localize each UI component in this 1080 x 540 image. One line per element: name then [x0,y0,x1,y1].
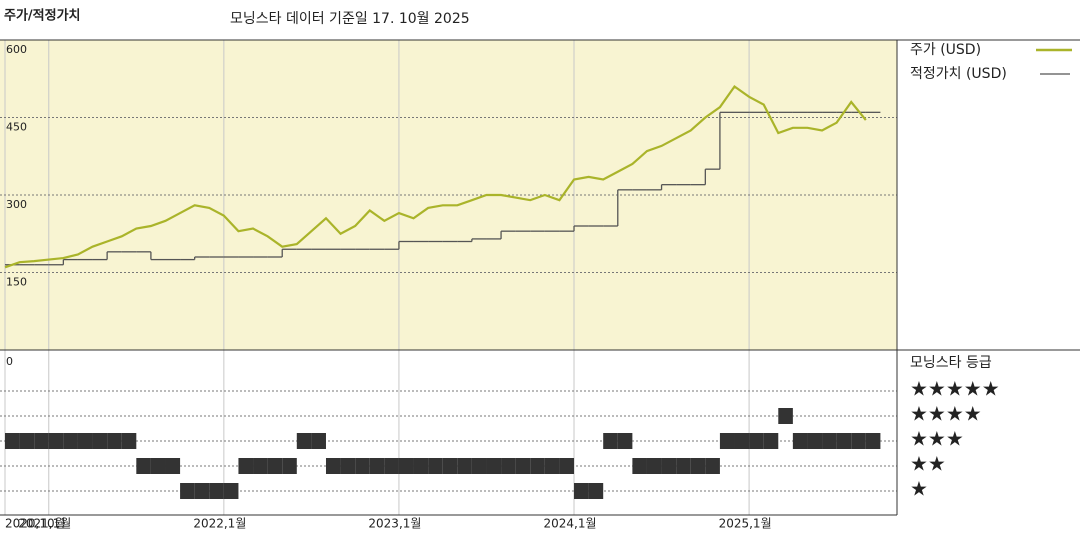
rating-level-label: ★ [910,477,928,501]
rating-bar [705,458,720,474]
rating-level-label: ★★★★★ [910,377,1000,401]
rating-bar [530,458,545,474]
rating-bar [150,458,166,474]
rating-bar [48,433,64,449]
rating-bar [865,433,881,449]
rating-level-label: ★★★★ [910,402,982,426]
y-tick-label: 300 [6,198,27,211]
rating-bar [719,433,735,449]
rating-bar [632,458,647,474]
legend-label: 적정가치 (USD) [910,66,1007,82]
rating-bar [617,433,633,449]
rating-bar [253,458,268,474]
rating-bar [107,433,122,449]
rating-bar [34,433,49,449]
rating-bar [325,458,341,474]
chart-subtitle: 모닝스타 데이터 기준일 17. 10월 2025 [230,11,470,27]
chart-title: 주가/적정가치 [4,8,81,24]
rating-bar [209,483,224,499]
rating-bar [428,458,443,474]
rating-bar [398,458,414,474]
rating-bar [792,433,808,449]
rating-bar [822,433,837,449]
rating-bar [63,433,78,449]
y-tick-label: 600 [6,43,27,56]
rating-bar [836,433,852,449]
rating-bar [544,458,560,474]
rating-bar [282,458,297,474]
rating-bar [267,458,283,474]
rating-bar [92,433,108,449]
rating-panel [0,350,897,515]
x-tick-label: 2021,1월 [18,517,71,531]
x-tick-label: 2023,1월 [368,517,421,531]
rating-bar [19,433,35,449]
rating-level-label: ★★ [910,452,946,476]
rating-bar [5,433,20,449]
rating-bar [413,458,429,474]
rating-bar [165,458,181,474]
x-tick-label: 2022,1월 [193,517,246,531]
rating-bar [603,433,618,449]
rating-bar [763,433,779,449]
rating-bar [851,433,866,449]
rating-bar [180,483,195,499]
rating-bar [676,458,691,474]
x-tick-label: 2020,10월 [5,517,66,531]
x-tick-label: 2024,1월 [544,517,597,531]
rating-bar [734,433,750,449]
rating-title: 모닝스타 등급 [910,355,992,371]
rating-bar [442,458,458,474]
rating-level-label: ★★★ [910,427,964,451]
rating-bar [778,408,793,424]
rating-bar [369,458,385,474]
rating-bar [457,458,472,474]
rating-bar [238,458,254,474]
rating-bar [340,458,356,474]
rating-bar [384,458,399,474]
price-line [4,84,867,269]
x-tick-label: 2025,1월 [719,517,772,531]
rating-axis-label: 0 [6,355,13,368]
rating-bar [194,483,210,499]
legend-label: 주가 (USD) [910,42,981,58]
rating-bar [588,483,604,499]
rating-bar [121,433,137,449]
y-tick-label: 450 [6,121,27,134]
rating-bar [749,433,764,449]
rating-bar [501,458,516,474]
rating-bar [515,458,531,474]
rating-bar [136,458,151,474]
y-tick-label: 150 [6,276,27,289]
rating-bar [646,458,662,474]
rating-bar [471,458,487,474]
rating-bar [311,433,326,449]
rating-bar [486,458,502,474]
rating-bar [296,433,312,449]
rating-bar [661,458,677,474]
rating-bar [559,458,575,474]
rating-bar [223,483,239,499]
rating-bar [690,458,706,474]
rating-bar [574,483,589,499]
rating-bar [355,458,370,474]
rating-bar [77,433,93,449]
rating-bar [807,433,823,449]
